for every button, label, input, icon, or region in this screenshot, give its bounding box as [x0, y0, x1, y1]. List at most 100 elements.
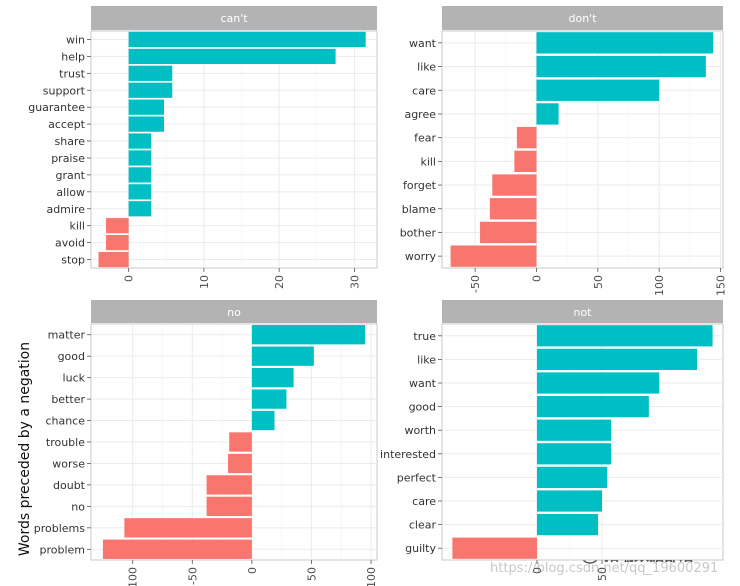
bar-trust — [128, 65, 173, 81]
facet-panel: not 0 50 true like want good worth interested per… — [380, 300, 724, 581]
category-label: trust — [59, 67, 86, 80]
bar-admire — [128, 201, 152, 217]
bar-doubt — [206, 475, 252, 495]
facet-strip — [91, 300, 377, 323]
category-label: worry — [405, 250, 437, 263]
bar-perfect — [536, 466, 608, 489]
x-tick-label: 10 — [198, 275, 211, 289]
category-label: kill — [420, 155, 436, 168]
category-label: care — [412, 84, 436, 97]
category-label: good — [58, 350, 85, 363]
bar-clear — [536, 513, 599, 536]
bar-better — [251, 389, 287, 409]
bar-kill — [106, 218, 129, 234]
category-label: clear — [409, 519, 437, 532]
bar-agree — [536, 103, 559, 125]
category-label: fear — [414, 132, 436, 145]
x-tick-label: -50 — [186, 567, 199, 585]
facet-panel: no -100 -50 0 50 100 matter good luck better chanc… — [34, 300, 378, 586]
bar-trouble — [229, 432, 252, 452]
category-label: doubt — [53, 479, 86, 492]
category-label: blame — [402, 203, 436, 216]
facet-strip — [91, 6, 377, 30]
category-label: like — [417, 61, 436, 74]
x-tick-label: 50 — [305, 567, 318, 581]
facet-panel: don't -50 0 50 100 150 want like care agree fear ki… — [400, 6, 728, 296]
category-label: guilty — [405, 542, 436, 555]
category-label: forget — [403, 179, 437, 192]
x-tick-label: 100 — [653, 275, 666, 296]
category-label: bother — [400, 226, 437, 239]
facet-title: no — [227, 306, 241, 319]
category-label: praise — [51, 152, 85, 165]
bar-worse — [228, 453, 252, 474]
category-label: perfect — [397, 471, 437, 484]
bar-avoid — [106, 234, 129, 251]
category-label: good — [409, 401, 436, 414]
bar-support — [128, 82, 173, 98]
bar-worry — [450, 245, 537, 267]
bar-share — [128, 133, 152, 149]
bar-blame — [489, 198, 537, 220]
category-label: matter — [48, 329, 86, 342]
category-label: luck — [63, 372, 86, 385]
category-label: want — [409, 37, 437, 50]
x-tick-label: 50 — [592, 275, 605, 289]
category-label: help — [61, 50, 85, 63]
category-label: agree — [404, 108, 436, 121]
category-label: allow — [56, 186, 85, 199]
category-label: avoid — [55, 237, 85, 250]
bar-luck — [251, 367, 294, 388]
facet-strip — [442, 300, 723, 323]
x-tick-label: 30 — [348, 275, 361, 289]
category-label: worth — [404, 424, 436, 437]
x-tick-label: 0 — [246, 567, 259, 574]
bar-worth — [536, 419, 612, 441]
bar-good — [536, 395, 649, 418]
category-label: support — [43, 84, 86, 97]
x-tick-label: -100 — [127, 567, 140, 586]
category-label: problem — [39, 543, 85, 556]
bar-want — [536, 32, 714, 54]
bar-matter — [251, 325, 366, 345]
bar-accept — [128, 116, 165, 132]
bar-true — [536, 325, 713, 347]
bar-want — [536, 372, 660, 394]
category-label: kill — [69, 220, 85, 233]
facet-strip — [442, 6, 723, 30]
bar-care — [536, 490, 603, 512]
category-label: chance — [45, 415, 85, 428]
x-tick-label: 0 — [530, 275, 543, 282]
x-tick-label: 20 — [273, 275, 286, 289]
x-tick-label: 0 — [123, 275, 136, 282]
category-label: stop — [61, 254, 85, 267]
bar-care — [536, 79, 660, 101]
x-tick-label: 50 — [596, 567, 609, 581]
category-label: trouble — [46, 436, 85, 449]
bar-grant — [128, 167, 152, 183]
category-label: admire — [46, 203, 85, 216]
category-label: like — [417, 353, 436, 366]
category-label: care — [412, 495, 436, 508]
category-label: interested — [380, 448, 436, 461]
category-label: better — [51, 393, 85, 406]
category-label: true — [413, 330, 436, 343]
bar-no — [206, 496, 252, 517]
bar-guarantee — [128, 99, 165, 115]
bar-problems — [124, 518, 252, 538]
category-label: guarantee — [28, 101, 85, 114]
watermark-url: https://blog.csdn.net/qq_19600291 — [490, 561, 718, 576]
facet-panel: can't 0 10 20 30 win help trust support guarantee… — [28, 6, 378, 289]
bar-help — [128, 48, 336, 65]
x-tick-label: 100 — [365, 567, 378, 586]
bar-interested — [536, 443, 612, 465]
x-tick-label: -50 — [469, 275, 482, 293]
category-label: problems — [34, 522, 86, 535]
category-label: worse — [52, 457, 85, 470]
bar-good — [251, 346, 314, 366]
bar-kill — [514, 150, 537, 173]
bar-win — [128, 31, 366, 48]
category-label: want — [409, 377, 437, 390]
category-label: win — [66, 33, 85, 46]
